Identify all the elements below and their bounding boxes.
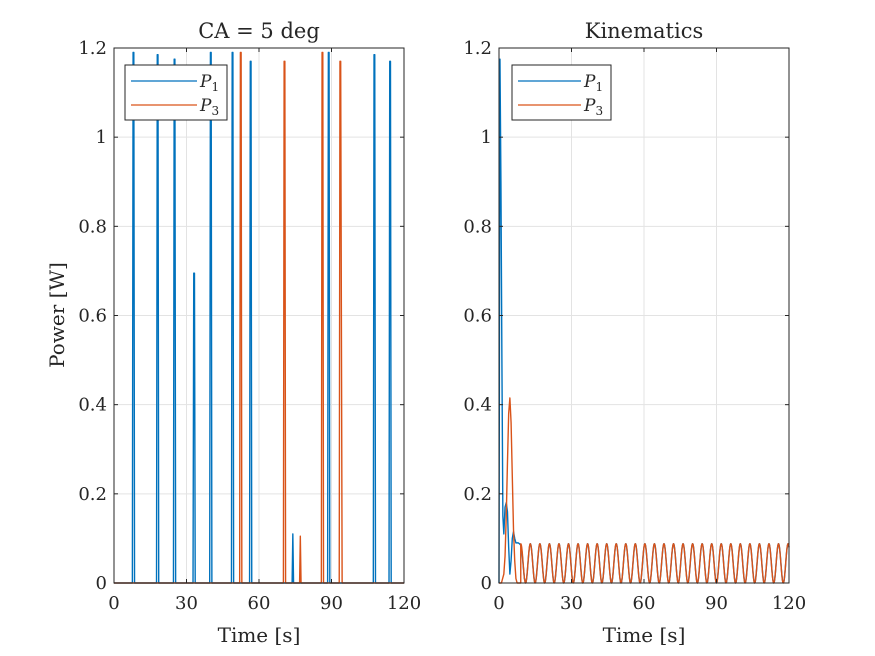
x-tick-label: 120 bbox=[772, 593, 806, 614]
x-tick-label: 120 bbox=[387, 593, 421, 614]
x-tick-label: 0 bbox=[108, 593, 119, 614]
plot-lines bbox=[498, 58, 790, 584]
y-axis-label: Power [W] bbox=[45, 262, 69, 368]
legend-label-p3: P3 bbox=[199, 96, 219, 118]
y-tick-label: 0.6 bbox=[78, 306, 107, 327]
plot-lines bbox=[114, 51, 404, 584]
legend: P1 P3 bbox=[124, 64, 228, 121]
x-tick-label: 60 bbox=[633, 593, 656, 614]
chart-kinematics: Kinematics Time [s] P1 P3 0 30 60 90 120 0 0.2… bbox=[463, 19, 806, 647]
chart-title: Kinematics bbox=[585, 19, 703, 43]
x-tick-label: 90 bbox=[320, 593, 343, 614]
y-tick-label: 0.2 bbox=[78, 484, 107, 505]
legend-box bbox=[124, 64, 228, 121]
x-tick-label: 60 bbox=[248, 593, 271, 614]
series-line-p3 bbox=[114, 51, 404, 584]
series-line-p3 bbox=[499, 397, 790, 584]
y-tick-label: 0 bbox=[481, 573, 492, 594]
tick-marks bbox=[113, 47, 405, 584]
chart-title: CA = 5 deg bbox=[198, 19, 320, 43]
x-tick-label: 90 bbox=[705, 593, 728, 614]
y-tick-label: 0.6 bbox=[463, 306, 492, 327]
y-tick-label: 0.2 bbox=[463, 484, 492, 505]
legend: P1 P3 bbox=[511, 64, 612, 121]
legend-label-p1: P1 bbox=[583, 72, 603, 94]
x-tick-label: 30 bbox=[560, 593, 583, 614]
y-tick-label: 1 bbox=[96, 127, 107, 148]
x-tick-label: 0 bbox=[493, 593, 504, 614]
x-tick-label: 30 bbox=[175, 593, 198, 614]
x-axis-label: Time [s] bbox=[218, 623, 301, 647]
x-axis-label: Time [s] bbox=[603, 623, 686, 647]
chart-ca-5-deg: CA = 5 deg Time [s] Power [W] P1 P3 0 30 6… bbox=[45, 19, 421, 647]
y-tick-label: 1 bbox=[481, 127, 492, 148]
y-tick-label: 0 bbox=[96, 573, 107, 594]
legend-label-p1: P1 bbox=[199, 72, 219, 94]
y-tick-label: 0.4 bbox=[78, 395, 107, 416]
y-tick-label: 0.8 bbox=[78, 216, 107, 237]
y-tick-label: 1.2 bbox=[463, 38, 492, 59]
series-line-p1 bbox=[114, 51, 404, 584]
tick-marks bbox=[498, 47, 790, 584]
y-tick-label: 0.4 bbox=[463, 395, 492, 416]
y-tick-label: 0.8 bbox=[463, 216, 492, 237]
y-tick-label: 1.2 bbox=[78, 38, 107, 59]
legend-label-p3: P3 bbox=[583, 96, 603, 118]
legend-box bbox=[511, 64, 612, 121]
